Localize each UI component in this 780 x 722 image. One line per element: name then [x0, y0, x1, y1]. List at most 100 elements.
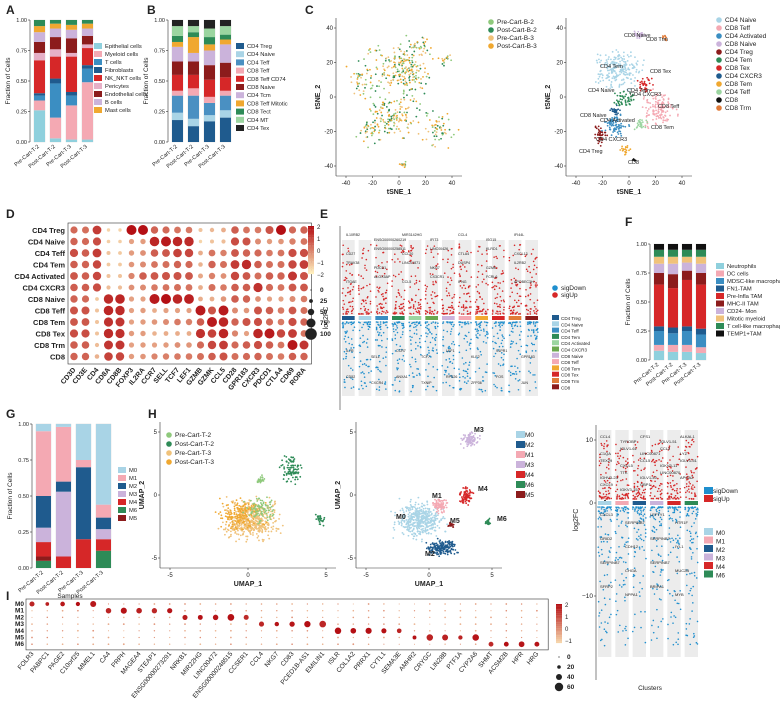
- panel-e-down-point: [362, 387, 364, 390]
- panel-g-bar-segment: [36, 527, 51, 543]
- panel-c-left-point: [367, 146, 369, 149]
- panel-e-down-point: [446, 350, 449, 353]
- panel-c-left-point: [394, 66, 397, 69]
- panel-e-down-point: [426, 321, 429, 323]
- panel-e-down-point: [535, 329, 538, 331]
- panel-e-up-point: [535, 310, 538, 313]
- panel-c-right-point: [599, 134, 602, 137]
- panel-e-cluster-swatch: [552, 378, 559, 383]
- panel-e-up-point: [345, 277, 348, 280]
- panel-c-left-point: [397, 120, 400, 123]
- panel-e-down-point: [500, 356, 503, 359]
- panel-h-left-point: [263, 478, 266, 480]
- panel-h-right-point: [417, 503, 420, 506]
- panel-c-left-point: [443, 61, 446, 64]
- panel-e-up-point: [410, 313, 412, 315]
- panel-e-down-point: [447, 321, 449, 323]
- panel-h-right-point: [409, 503, 412, 506]
- panel-d-dot: [185, 260, 193, 269]
- panel-e-down-point: [414, 348, 417, 350]
- panel-f-ytick-label: 0.00: [636, 358, 647, 364]
- panel-c-right-point: [654, 105, 657, 107]
- panel-f-bar-segment: [696, 256, 706, 264]
- panel-c-left-point: [409, 43, 412, 46]
- panel-c-left-point: [409, 72, 412, 75]
- panel-e-up-point: [508, 305, 511, 308]
- panel-c-left-point: [369, 51, 372, 54]
- panel-e-up-point: [351, 288, 354, 291]
- panel-e-down-point: [499, 329, 501, 331]
- panel-e-up-point: [385, 312, 387, 314]
- panel-e-down-point: [525, 350, 527, 353]
- panel-c-left-point: [406, 69, 408, 71]
- panel-c-left-legend-dot: [488, 27, 494, 33]
- panel-e-down-point: [366, 346, 369, 348]
- panel-c-right-point: [623, 71, 626, 73]
- panel-b-legend-swatch: [236, 75, 244, 82]
- panel-g-legend-swatch: [118, 507, 126, 513]
- panel-f-bar-segment: [654, 331, 664, 345]
- panel-e-up-point: [494, 297, 497, 300]
- panel-e-up-point: [399, 244, 402, 247]
- panel-c-right-point: [655, 93, 658, 96]
- panel-e-down-point: [353, 326, 356, 328]
- panel-h-right-point: [453, 545, 456, 547]
- panel-e-down-point: [508, 334, 511, 336]
- panel-e-up-point: [349, 283, 352, 285]
- panel-e-up-point: [375, 296, 377, 298]
- panel-d-size-legend-dot: [307, 308, 315, 316]
- panel-e-down-point: [528, 329, 530, 332]
- panel-e-down-point: [447, 347, 450, 350]
- panel-e-down-point: [493, 335, 495, 338]
- panel-e-down-point: [378, 386, 381, 388]
- panel-e-down-point: [418, 372, 421, 375]
- panel-c-left-point: [369, 109, 372, 112]
- panel-h-right-point: [446, 553, 449, 556]
- panel-d-dot: [288, 329, 297, 338]
- panel-e-up-point: [391, 285, 393, 287]
- panel-e-down-point: [350, 367, 352, 370]
- panel-d-dot: [81, 318, 90, 326]
- panel-h-left-point: [267, 522, 270, 525]
- panel-e-up-point: [415, 294, 417, 297]
- panel-h-left-point: [289, 470, 291, 473]
- panel-h-right-point: [425, 519, 427, 522]
- panel-e-up-point: [358, 293, 360, 295]
- panel-e-down-point: [378, 360, 381, 363]
- panel-a-bar-segment: [50, 138, 61, 142]
- panel-e-down-point: [511, 325, 513, 327]
- panel-h-left-point: [259, 478, 262, 480]
- panel-e-down-point: [344, 330, 346, 333]
- panel-e-up-point: [535, 313, 538, 315]
- panel-c-left-point: [387, 114, 390, 117]
- panel-h-right-point: [402, 511, 405, 514]
- panel-h-right-point: [421, 505, 424, 508]
- panel-e-down-point: [458, 368, 460, 370]
- panel-h-left-point: [269, 501, 272, 503]
- panel-h-left-point: [290, 472, 293, 475]
- panel-c-left-point: [355, 87, 358, 90]
- panel-d-dot: [172, 236, 183, 247]
- panel-e-up-point: [470, 251, 472, 254]
- panel-e-down-point: [342, 326, 344, 329]
- panel-e-down-point: [365, 385, 368, 388]
- panel-c-right-point: [645, 119, 648, 122]
- panel-h-right-point: [440, 502, 443, 504]
- panel-d-dot: [277, 272, 285, 280]
- panel-e-down-point: [535, 338, 537, 340]
- panel-e-down-point: [526, 323, 529, 325]
- panel-e-down-point: [367, 325, 370, 328]
- panel-e-down-point: [350, 377, 352, 379]
- panel-e-down-point: [429, 331, 431, 333]
- panel-e-up-point: [529, 287, 531, 289]
- panel-c-left-point: [393, 61, 395, 64]
- panel-c-right-point: [616, 118, 619, 121]
- panel-h-right-point: [445, 545, 448, 547]
- panel-c-right-point: [621, 98, 624, 101]
- panel-letter-e: E: [320, 207, 328, 221]
- panel-h-left-point: [257, 497, 260, 500]
- panel-e-up-point: [447, 258, 449, 261]
- panel-e-down-point: [428, 349, 430, 352]
- panel-e-up-point: [509, 295, 511, 298]
- panel-c-left-point: [398, 163, 401, 166]
